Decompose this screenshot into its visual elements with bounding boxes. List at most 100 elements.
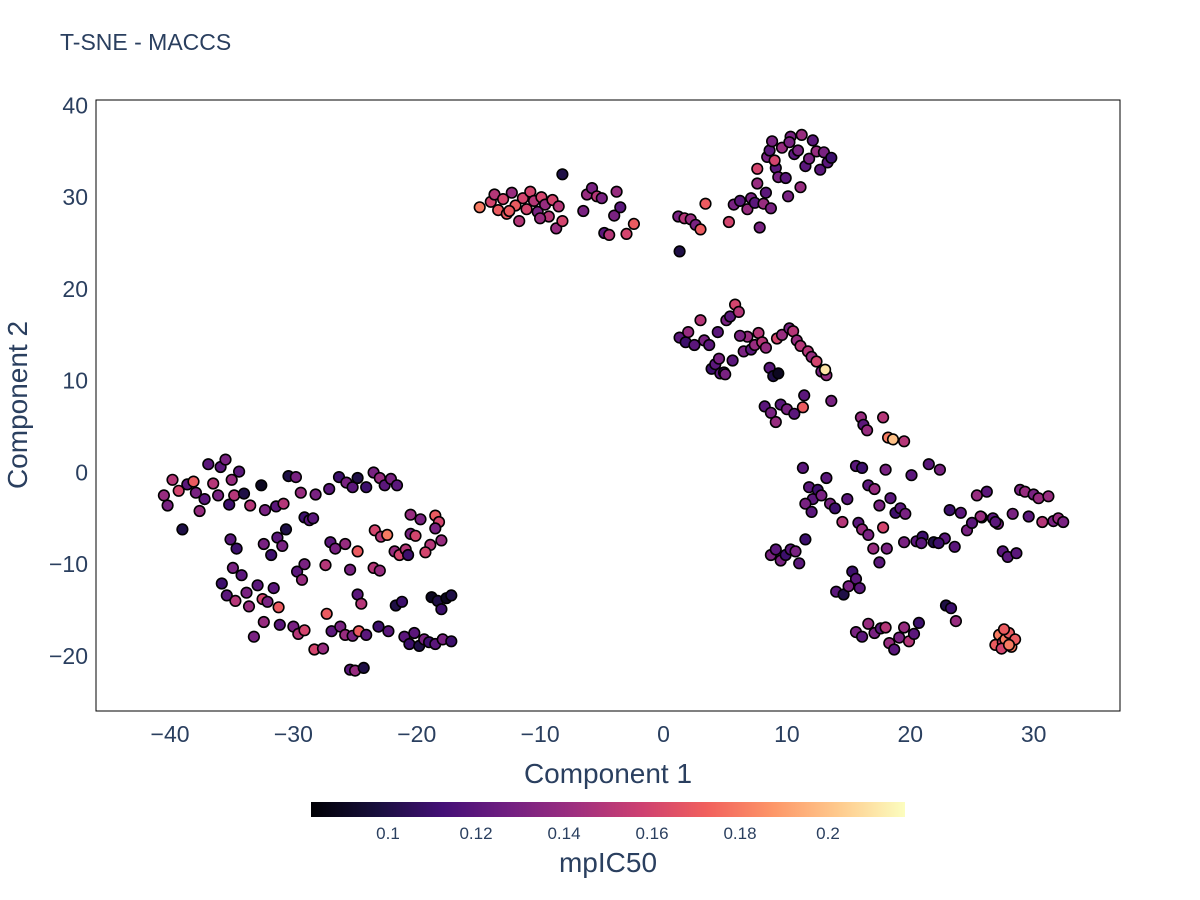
data-point: [879, 621, 892, 634]
data-point: [355, 597, 368, 610]
data-point: [360, 628, 373, 642]
data-point: [267, 581, 280, 595]
data-point: [189, 486, 202, 499]
data-point: [842, 580, 855, 593]
data-point: [1006, 507, 1019, 520]
data-point: [516, 192, 530, 205]
data-point: [814, 163, 827, 176]
data-point: [795, 128, 808, 141]
data-point: [682, 326, 695, 339]
data-point: [841, 493, 854, 506]
data-point: [828, 502, 842, 515]
data-point: [503, 204, 516, 218]
colorbar-title: mpIC50: [559, 847, 657, 878]
data-point: [277, 497, 290, 510]
data-point: [247, 630, 260, 643]
y-tick-label: 10: [62, 368, 88, 394]
data-point: [608, 209, 621, 222]
data-point: [815, 489, 828, 502]
data-point: [265, 548, 278, 562]
data-point: [513, 215, 526, 228]
data-point: [759, 186, 773, 199]
data-point: [229, 594, 242, 608]
scatter-points: [157, 128, 1070, 677]
data-point: [873, 499, 886, 512]
data-point: [876, 521, 890, 534]
data-point: [1036, 515, 1049, 529]
data-point: [320, 607, 333, 620]
colorbar-tick-label: 0.16: [635, 824, 668, 843]
data-point: [307, 512, 320, 525]
data-point: [694, 314, 707, 327]
data-point: [603, 228, 616, 241]
data-point: [796, 461, 810, 475]
data-point: [802, 152, 816, 165]
data-point: [1042, 490, 1055, 503]
data-point: [791, 144, 805, 157]
data-point: [435, 534, 448, 547]
data-point: [764, 202, 778, 215]
colorbar-ticks: 0.1 0.12 0.14 0.16 0.18 0.2: [376, 824, 840, 843]
data-point: [703, 338, 716, 352]
data-point: [711, 326, 724, 339]
data-point: [520, 203, 533, 216]
data-point: [818, 363, 832, 376]
data-point: [298, 558, 311, 571]
y-tick-label: −10: [49, 551, 88, 577]
data-point: [339, 537, 352, 551]
data-point: [595, 192, 608, 205]
data-point: [219, 453, 232, 466]
data-point: [346, 481, 359, 494]
data-point: [409, 529, 422, 542]
data-point: [202, 458, 215, 471]
data-point: [198, 493, 211, 506]
data-point: [233, 465, 246, 478]
data-point: [970, 489, 984, 502]
data-point: [888, 643, 901, 656]
data-point: [1002, 638, 1016, 652]
data-point: [408, 626, 421, 640]
data-point: [1057, 515, 1070, 529]
data-point: [395, 595, 409, 608]
data-point: [836, 515, 849, 529]
data-point: [319, 558, 332, 572]
data-point: [272, 601, 285, 614]
x-tick-label: −10: [521, 721, 560, 747]
data-point: [751, 162, 764, 175]
data-point: [860, 424, 874, 437]
data-point: [886, 433, 900, 446]
data-point: [244, 499, 257, 512]
data-point: [212, 489, 225, 502]
data-point: [237, 487, 251, 500]
data-point: [880, 542, 893, 555]
data-point: [897, 435, 911, 448]
data-point: [257, 615, 270, 629]
data-point: [614, 201, 627, 214]
data-point: [733, 329, 747, 342]
data-point: [273, 618, 286, 631]
colorbar: [311, 802, 905, 817]
data-point: [577, 204, 590, 218]
x-tick-label: −30: [274, 721, 313, 747]
data-point: [933, 463, 947, 476]
data-point: [261, 595, 274, 608]
data-point: [820, 471, 833, 485]
data-point: [944, 602, 958, 615]
data-point: [912, 616, 926, 630]
y-tick-label: −20: [49, 643, 88, 669]
chart-title: T-SNE - MACCS: [60, 29, 231, 55]
data-point: [772, 367, 785, 380]
data-point: [768, 154, 781, 167]
data-point: [873, 556, 886, 569]
data-point: [258, 504, 272, 517]
colorbar-tick-label: 0.2: [816, 824, 840, 843]
data-point: [215, 577, 228, 590]
data-point: [943, 504, 956, 517]
data-point: [176, 523, 189, 536]
data-point: [230, 542, 243, 555]
data-point: [226, 561, 239, 575]
data-point: [769, 415, 782, 429]
data-point: [445, 635, 458, 648]
data-point: [769, 543, 782, 556]
